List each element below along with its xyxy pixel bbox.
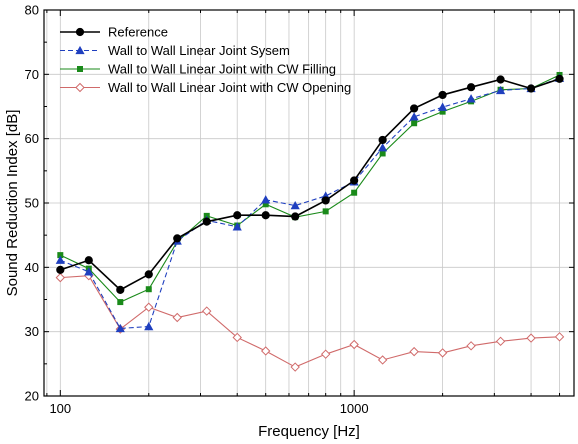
data-point — [322, 208, 329, 215]
data-point — [117, 299, 124, 306]
series-4 — [55, 270, 565, 372]
data-point — [555, 74, 564, 83]
data-point — [55, 272, 66, 283]
data-point — [144, 321, 154, 331]
x-tick-label: 100 — [49, 401, 71, 416]
legend: Reference Wall to Wall Linear Joint Sysem… — [60, 25, 351, 95]
data-point — [84, 267, 94, 276]
data-point — [349, 339, 359, 350]
legend-label: Wall to Wall Linear Joint Sysem — [108, 43, 290, 58]
series-layer — [55, 71, 565, 372]
legend-label: Reference — [108, 25, 168, 40]
series-line — [60, 74, 560, 303]
data-point — [290, 362, 300, 372]
data-point — [233, 211, 242, 220]
data-point — [437, 348, 448, 358]
legend-item: Reference — [60, 25, 168, 40]
y-tick-label: 20 — [25, 389, 39, 404]
y-axis-title: Sound Reduction Index [dB] — [4, 110, 21, 297]
data-point — [262, 201, 269, 208]
x-axis-title: Frequency [Hz] — [258, 423, 360, 440]
data-point — [55, 255, 65, 264]
y-tick-label: 30 — [25, 324, 39, 339]
axis-ticks: 20 30 40 50 60 70 80 100 1000 — [25, 3, 574, 416]
data-point — [145, 286, 152, 293]
data-point — [526, 333, 536, 343]
y-tick-label: 40 — [25, 260, 39, 275]
y-tick-label: 50 — [25, 196, 39, 211]
data-point — [57, 252, 64, 259]
data-point — [172, 312, 182, 323]
legend-item: Wall to Wall Linear Joint with CW Openin… — [60, 80, 351, 95]
data-point — [261, 195, 271, 204]
data-point — [232, 332, 242, 343]
data-point — [56, 265, 65, 275]
data-point — [495, 85, 506, 95]
data-point — [438, 90, 447, 100]
legend-swatch-marker — [75, 82, 85, 93]
data-point — [144, 302, 154, 312]
data-point — [466, 83, 476, 92]
data-point — [144, 270, 153, 279]
data-point — [290, 200, 300, 210]
data-point — [321, 196, 330, 205]
data-point — [202, 306, 212, 316]
y-tick-label: 70 — [25, 67, 39, 82]
legend-label: Wall to Wall Linear Joint with CW Openin… — [108, 80, 351, 95]
data-point — [116, 285, 125, 294]
data-point — [438, 102, 448, 111]
data-point — [496, 75, 505, 84]
data-point — [411, 120, 418, 127]
data-point — [439, 108, 446, 115]
data-point — [261, 211, 270, 220]
data-point — [377, 355, 388, 365]
data-point — [320, 349, 331, 359]
data-point — [260, 346, 271, 356]
data-point — [526, 84, 536, 93]
legend-swatch-marker — [75, 27, 85, 37]
data-point — [115, 323, 125, 333]
legend-item: Wall to Wall Linear Joint Sysem — [60, 43, 290, 58]
data-point — [409, 112, 419, 121]
legend-item: Wall to Wall Linear Joint with CW Fillin… — [60, 62, 336, 77]
data-point — [351, 189, 358, 196]
series-1 — [56, 74, 564, 294]
legend-label: Wall to Wall Linear Joint with CW Fillin… — [108, 62, 336, 77]
data-point — [379, 150, 386, 157]
data-point — [410, 104, 419, 113]
series-line — [60, 275, 560, 368]
y-tick-label: 80 — [25, 3, 39, 18]
data-point — [409, 346, 419, 357]
data-point — [84, 256, 93, 265]
x-tick-label: 1000 — [340, 401, 369, 416]
grid — [44, 9, 574, 397]
data-point — [350, 176, 359, 185]
data-point — [173, 234, 182, 243]
legend-swatch-marker — [75, 45, 85, 55]
data-point — [232, 222, 242, 231]
data-point — [495, 336, 506, 347]
data-point — [291, 212, 300, 221]
data-point — [466, 94, 476, 103]
data-point — [554, 332, 565, 342]
data-point — [202, 217, 211, 226]
legend-swatch-marker — [77, 66, 83, 72]
data-point — [378, 143, 388, 152]
data-point — [378, 135, 387, 145]
data-point — [466, 341, 476, 351]
series-line — [60, 78, 560, 291]
y-tick-label: 60 — [25, 131, 39, 146]
